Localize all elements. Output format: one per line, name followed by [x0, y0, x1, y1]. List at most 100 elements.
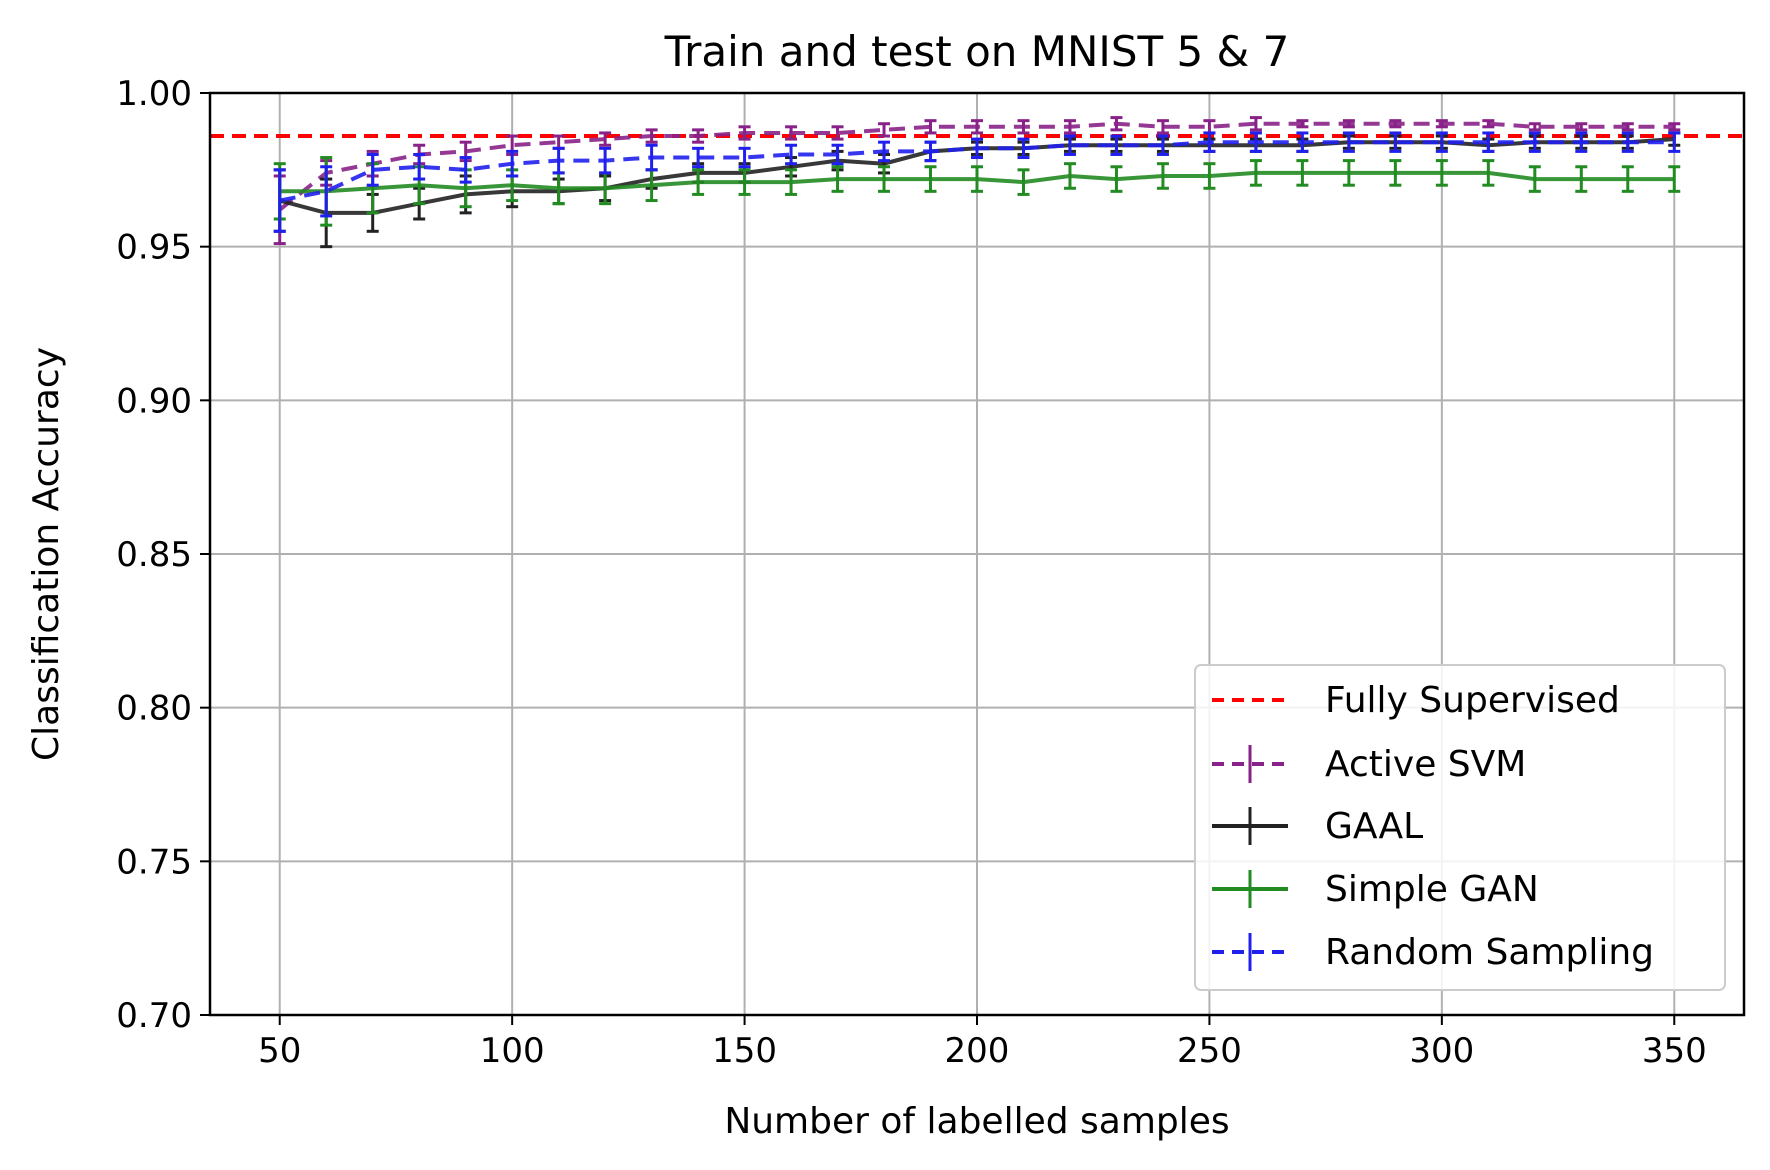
error-bar: [1110, 165, 1123, 193]
x-axis: 50 100 150 200 250 300 350: [258, 1015, 1707, 1071]
error-bar: [831, 165, 844, 193]
error-bar: [1528, 131, 1541, 153]
error-bar: [1668, 122, 1681, 132]
error-bar: [413, 152, 426, 181]
legend-entry-active-svm: Active SVM: [1212, 744, 1526, 785]
error-bar: [1156, 119, 1169, 135]
error-bar: [273, 168, 286, 233]
error-bar: [1063, 134, 1076, 156]
y-axis-label: Classification Accuracy: [26, 347, 67, 761]
error-bar: [366, 152, 379, 187]
error-bar: [1203, 119, 1216, 135]
error-bar: [1575, 165, 1588, 193]
error-bar: [1621, 165, 1634, 193]
error-bar: [1621, 131, 1634, 153]
legend-entry-gaal: GAAL: [1212, 806, 1423, 847]
legend-entry-random-sampling: Random Sampling: [1212, 932, 1654, 973]
error-bar: [599, 146, 612, 175]
error-bar: [738, 146, 751, 169]
series-simple-gan: [273, 156, 1681, 227]
error-bar: [1017, 168, 1030, 196]
legend-entry-fully-supervised: Fully Supervised: [1212, 680, 1620, 721]
error-bar: [831, 143, 844, 166]
error-bar: [1528, 165, 1541, 193]
error-bar: [1063, 119, 1076, 135]
error-bar: [599, 131, 612, 147]
error-bar: [1296, 159, 1309, 187]
error-bar: [1668, 131, 1681, 153]
error-bar: [1296, 119, 1309, 129]
y-tick-label: 0.75: [116, 842, 192, 882]
legend-label-simple-gan: Simple GAN: [1325, 869, 1539, 910]
error-bar: [1249, 116, 1262, 132]
error-bar: [924, 119, 937, 135]
x-tick-label: 350: [1642, 1031, 1707, 1071]
error-bar: [738, 125, 751, 141]
error-bar: [1621, 122, 1634, 132]
x-tick-label: 300: [1409, 1031, 1474, 1071]
error-bar: [785, 143, 798, 166]
error-bar: [1668, 165, 1681, 193]
x-tick-label: 50: [258, 1031, 301, 1071]
error-bar: [878, 140, 891, 163]
error-bar: [1435, 159, 1448, 187]
error-bar: [1342, 119, 1355, 129]
error-bar: [1435, 131, 1448, 153]
error-bar: [1342, 159, 1355, 187]
x-tick-label: 250: [1177, 1031, 1242, 1071]
x-tick-label: 200: [945, 1031, 1010, 1071]
error-bar: [1435, 119, 1448, 129]
error-bar: [1017, 119, 1030, 135]
error-bar: [320, 165, 333, 218]
error-bar: [1249, 159, 1262, 187]
y-tick-label: 0.85: [116, 535, 192, 575]
error-bar: [1342, 131, 1355, 153]
error-bar: [1203, 162, 1216, 190]
series-active-svm: [273, 116, 1681, 246]
y-tick-label: 0.80: [116, 689, 192, 729]
error-bar: [1482, 119, 1495, 129]
error-bar: [1482, 131, 1495, 153]
error-bar: [552, 146, 565, 175]
legend-label-active-svm: Active SVM: [1325, 744, 1526, 785]
legend-label-gaal: GAAL: [1325, 806, 1423, 847]
error-bar: [1110, 116, 1123, 132]
x-axis-label: Number of labelled samples: [724, 1101, 1229, 1142]
error-bar: [1156, 134, 1169, 156]
error-bar: [971, 165, 983, 193]
error-bar: [645, 143, 658, 172]
error-bar: [645, 128, 658, 144]
error-bar: [1110, 134, 1123, 156]
legend-label-random-sampling: Random Sampling: [1325, 932, 1654, 973]
error-bar: [971, 119, 983, 135]
legend-entry-simple-gan: Simple GAN: [1212, 869, 1539, 910]
error-bar: [692, 146, 705, 169]
error-bar: [1389, 159, 1402, 187]
x-tick-label: 100: [480, 1031, 545, 1071]
error-bar: [785, 125, 798, 141]
x-tick-label: 150: [712, 1031, 777, 1071]
error-bar: [1296, 131, 1309, 153]
legend: Fully Supervised Active SVM GAAL Simple …: [1194, 664, 1726, 991]
error-bar: [924, 140, 937, 163]
error-bar: [831, 125, 844, 141]
error-bar: [738, 168, 751, 196]
error-bar: [1389, 131, 1402, 153]
error-bar: [1389, 119, 1402, 129]
error-bar: [878, 122, 891, 138]
error-bar: [1249, 131, 1262, 153]
error-bar: [1203, 131, 1216, 153]
error-bar: [1575, 131, 1588, 153]
error-bar: [1156, 162, 1169, 190]
error-bar: [1017, 137, 1030, 160]
error-bar: [1528, 122, 1541, 132]
error-bar: [785, 168, 798, 196]
error-bar: [1482, 159, 1495, 187]
error-bar: [924, 165, 937, 193]
error-bar: [459, 156, 472, 184]
error-bar: [971, 137, 983, 160]
y-tick-label: 0.95: [116, 228, 192, 268]
y-tick-label: 0.70: [116, 996, 192, 1036]
y-tick-label: 0.90: [116, 381, 192, 421]
